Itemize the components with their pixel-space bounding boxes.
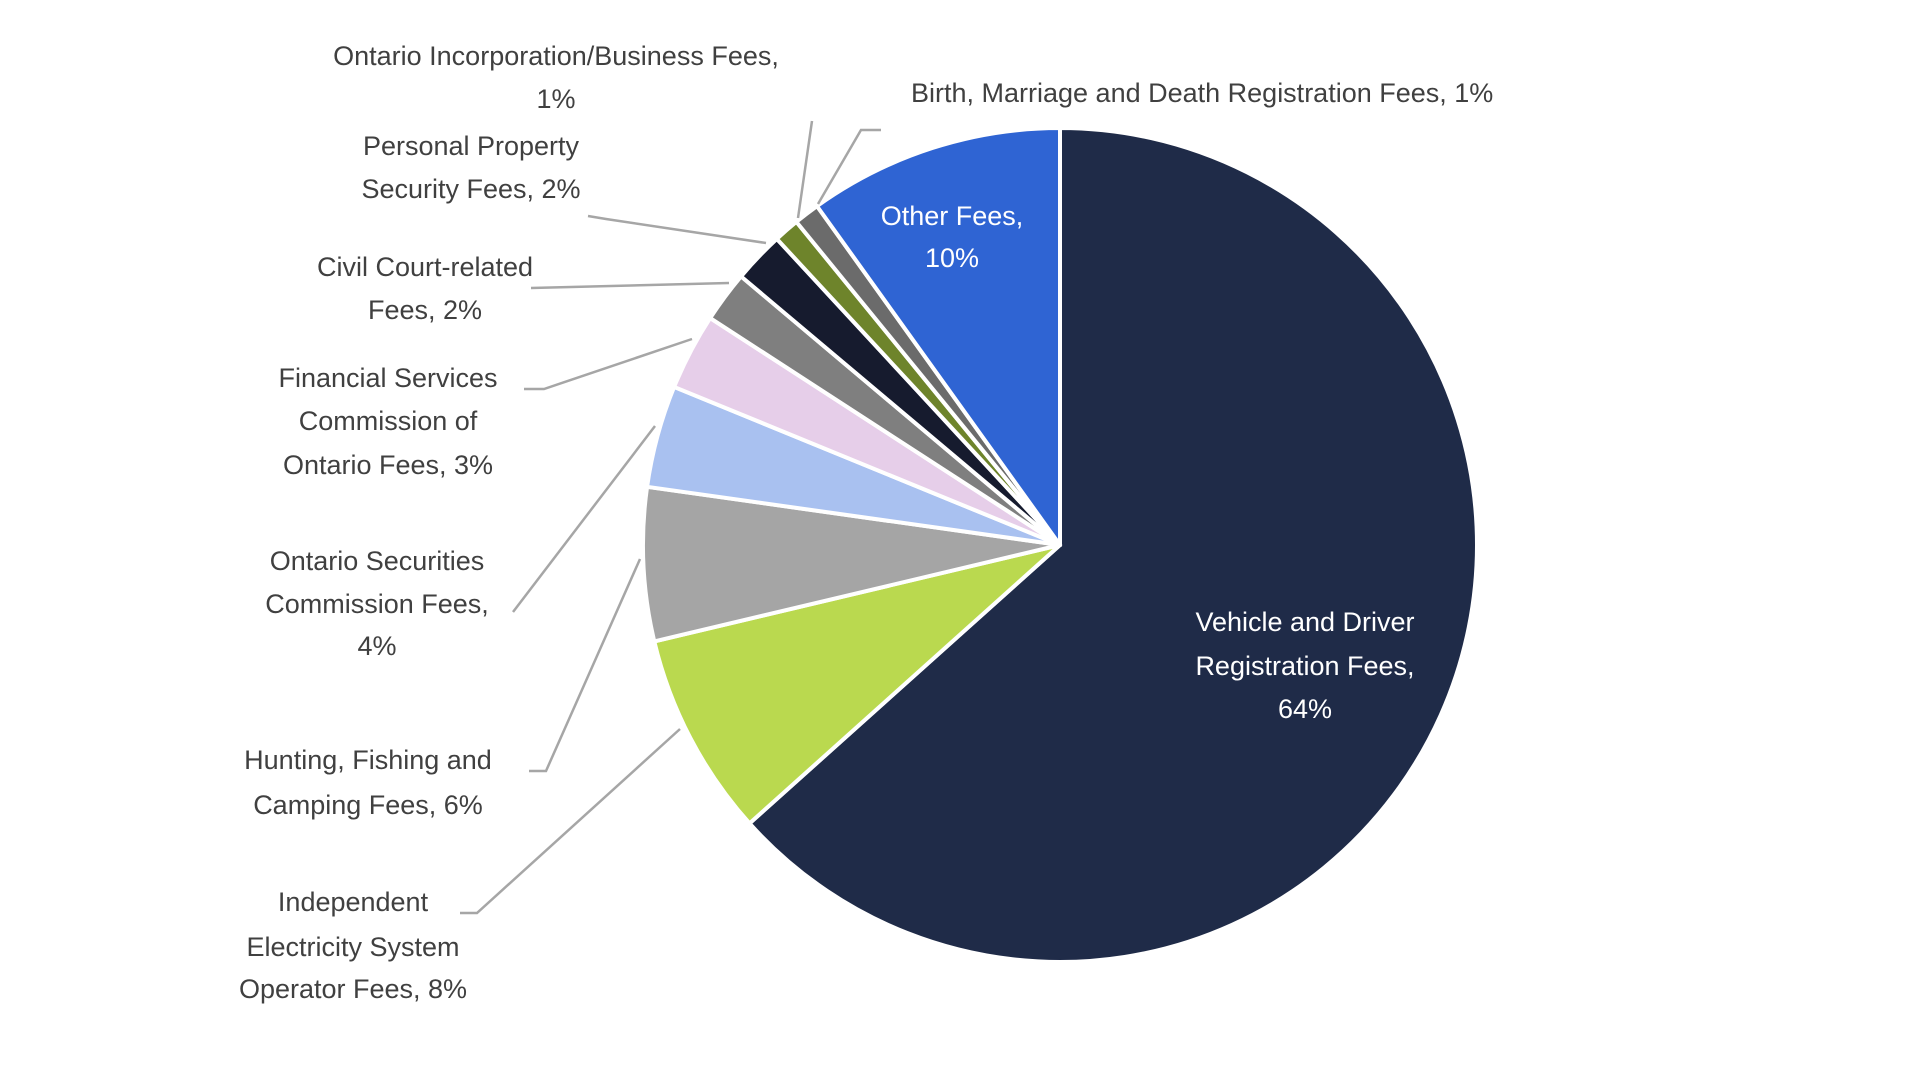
leader-line-ontario-securities-commission-fees (512, 425, 656, 613)
data-label-line: Personal Property (363, 131, 580, 161)
leader-line-hunting-fishing-and-camping-fees (529, 558, 642, 773)
data-label-line: Ontario Incorporation/Business Fees, (333, 41, 779, 71)
data-label-line: Commission of (299, 406, 478, 436)
data-label-line: Civil Court-related (317, 252, 533, 282)
leader-line-birth-marriage-and-death-registration-fees (816, 128, 881, 205)
data-label-line: 1% (536, 84, 575, 114)
data-label-ontario-securities-commission-fees: Ontario Securities Commission Fees, 4% (265, 546, 489, 661)
data-label-ontario-incorporation-business-fees: Ontario Incorporation/Business Fees, 1% (333, 41, 779, 114)
slice-other-fees (814, 126, 1062, 547)
leader-line-personal-property-security-fees (587, 214, 767, 245)
data-label-line: Ontario Securities (270, 546, 485, 576)
slice-hunting-fishing-and-camping-fees (641, 484, 1062, 644)
leader-line-ontario-incorporation-business-fees (796, 120, 814, 219)
data-label-line: 64% (1278, 694, 1332, 724)
data-label-financial-services-commission-of-ontario-fees: Financial Services Commission of Ontario F… (278, 363, 497, 480)
data-label-line: Operator Fees, 8% (239, 974, 467, 1004)
data-label-other-fees: Other Fees, 10% (881, 201, 1024, 273)
data-label-hunting-fishing-and-camping-fees: Hunting, Fishing and Camping Fees, 6% (244, 745, 492, 820)
data-label-line: 4% (357, 631, 396, 661)
data-label-civil-court-related-fees: Civil Court-related Fees, 2% (317, 252, 533, 325)
data-label-line: Hunting, Fishing and (244, 745, 492, 775)
slice-vehicle-and-driver-registration-fees (747, 126, 1479, 964)
data-label-line: Commission Fees, (265, 589, 489, 619)
data-label-line: Financial Services (278, 363, 497, 393)
data-label-line: 10% (925, 243, 979, 273)
data-label-birth-marriage-and-death-registration-fees: Birth, Marriage and Death Registration F… (911, 78, 1493, 108)
data-label-line: Security Fees, 2% (361, 174, 580, 204)
data-label-line: Ontario Fees, 3% (283, 450, 493, 480)
data-label-line: Other Fees, (881, 201, 1024, 231)
slice-independent-electricity-system-operator-fees (652, 543, 1062, 826)
data-label-personal-property-security-fees: Personal Property Security Fees, 2% (361, 131, 580, 204)
data-label-line: Electricity System (246, 932, 459, 962)
data-label-vehicle-and-driver-registration-fees: Vehicle and Driver Registration Fees, 64% (1195, 607, 1414, 724)
data-label-line: Camping Fees, 6% (253, 790, 483, 820)
data-label-line: Birth, Marriage and Death Registration F… (911, 78, 1493, 108)
leader-line-civil-court-related-fees (530, 281, 730, 290)
data-label-line: Registration Fees, (1195, 651, 1414, 681)
data-label-independent-electricity-system-operator-fees: Independent Electricity System Operator Fe… (239, 887, 467, 1004)
data-label-line: Vehicle and Driver (1195, 607, 1414, 637)
leader-line-independent-electricity-system-operator-fees (460, 728, 681, 915)
data-label-line: Independent (278, 887, 429, 917)
leader-line-financial-services-commission-of-ontario-fees (524, 337, 693, 391)
data-label-line: Fees, 2% (368, 295, 482, 325)
